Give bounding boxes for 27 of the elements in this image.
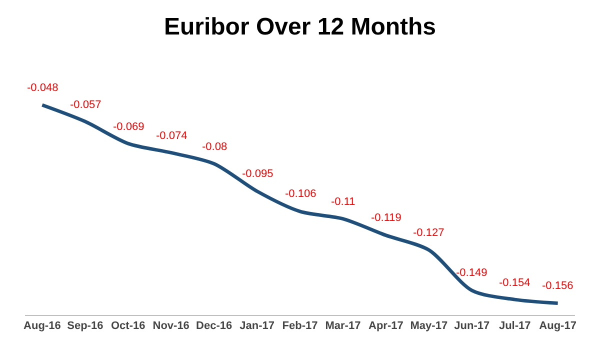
x-tick-label: Aug-17	[539, 320, 576, 332]
data-label: -0.048	[27, 82, 58, 94]
data-label: -0.074	[156, 130, 188, 142]
data-label: -0.119	[371, 212, 402, 224]
x-tick-label: Jan-17	[240, 320, 274, 332]
data-label: -0.149	[456, 267, 488, 279]
x-tick-label: Oct-16	[111, 320, 146, 332]
data-label: -0.156	[542, 280, 574, 292]
x-tick-label: Aug-16	[24, 320, 61, 332]
x-tick-label: Apr-17	[368, 320, 404, 332]
x-tick-label: Jul-17	[498, 320, 531, 332]
x-tick-label: Mar-17	[325, 320, 361, 332]
data-label: -0.106	[285, 188, 316, 200]
x-tick-label: Feb-17	[282, 320, 318, 332]
data-label: -0.127	[413, 227, 444, 239]
data-label: -0.095	[242, 168, 274, 180]
data-label: -0.057	[70, 99, 102, 111]
chart-title: Euribor Over 12 Months	[164, 13, 436, 40]
data-label: -0.08	[202, 141, 228, 153]
data-label: -0.069	[113, 121, 144, 133]
x-tick-label: May-17	[410, 320, 448, 332]
data-label: -0.154	[499, 277, 530, 289]
data-label: -0.11	[331, 196, 356, 208]
x-tick-label: Nov-16	[152, 320, 190, 332]
x-tick-label: Jun-17	[454, 320, 490, 332]
x-tick-label: Dec-16	[196, 320, 232, 332]
x-tick-label: Sep-16	[67, 320, 104, 332]
